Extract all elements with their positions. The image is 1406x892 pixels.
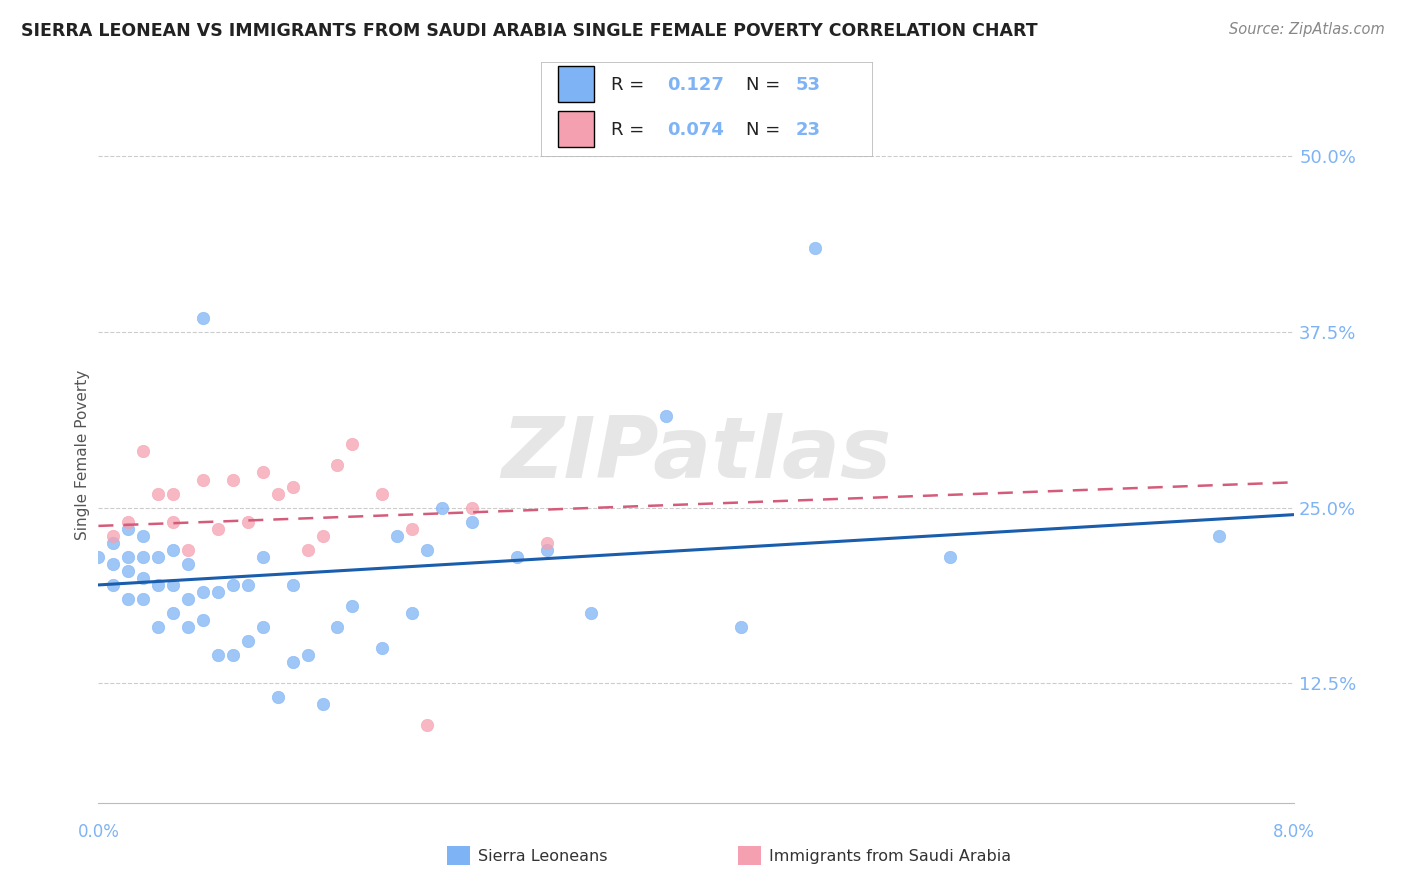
Text: N =: N =: [747, 121, 780, 139]
Point: [177, 592, 200, 607]
Point: [132, 571, 155, 585]
Text: R =: R =: [610, 121, 644, 139]
Point: [430, 500, 453, 515]
Point: [207, 585, 229, 599]
Point: [222, 473, 245, 487]
Point: [103, 535, 125, 549]
Text: 8.0%: 8.0%: [1272, 822, 1315, 840]
Point: [281, 479, 304, 493]
Point: [148, 620, 170, 634]
Point: [401, 606, 423, 620]
Point: [267, 486, 290, 500]
Point: [326, 458, 349, 473]
Point: [416, 542, 439, 557]
Point: [342, 599, 364, 613]
Point: [461, 515, 484, 529]
Point: [222, 578, 245, 592]
Point: [236, 578, 259, 592]
Text: ZIPatlas: ZIPatlas: [501, 413, 891, 497]
Text: Source: ZipAtlas.com: Source: ZipAtlas.com: [1229, 22, 1385, 37]
Point: [162, 542, 184, 557]
Point: [148, 549, 170, 564]
Point: [581, 606, 603, 620]
Point: [311, 698, 333, 712]
Point: [222, 648, 245, 663]
Point: [103, 578, 125, 592]
Point: [267, 690, 290, 705]
Text: Immigrants from Saudi Arabia: Immigrants from Saudi Arabia: [769, 849, 1011, 863]
Point: [207, 648, 229, 663]
Point: [117, 549, 139, 564]
Text: 53: 53: [796, 76, 821, 94]
Point: [281, 655, 304, 669]
Point: [385, 529, 409, 543]
Text: R =: R =: [610, 76, 644, 94]
Point: [371, 486, 394, 500]
Point: [177, 620, 200, 634]
Y-axis label: Single Female Poverty: Single Female Poverty: [75, 370, 90, 540]
Point: [1208, 529, 1230, 543]
Point: [191, 473, 214, 487]
Point: [939, 549, 962, 564]
Point: [326, 620, 349, 634]
Point: [162, 486, 184, 500]
Point: [536, 535, 558, 549]
Point: [655, 409, 678, 424]
Point: [401, 522, 423, 536]
Point: [236, 634, 259, 648]
Point: [730, 620, 752, 634]
Point: [536, 542, 558, 557]
Point: [191, 613, 214, 627]
Point: [117, 592, 139, 607]
Point: [117, 515, 139, 529]
Point: [297, 648, 319, 663]
Point: [191, 310, 214, 325]
Point: [342, 437, 364, 451]
Point: [117, 522, 139, 536]
Point: [132, 444, 155, 458]
Point: [252, 466, 274, 480]
Point: [207, 522, 229, 536]
Point: [162, 515, 184, 529]
Point: [177, 542, 200, 557]
Point: [162, 578, 184, 592]
Text: 0.127: 0.127: [666, 76, 724, 94]
Text: 0.0%: 0.0%: [77, 822, 120, 840]
Text: 0.074: 0.074: [666, 121, 724, 139]
Point: [191, 585, 214, 599]
Point: [297, 542, 319, 557]
Point: [132, 529, 155, 543]
Point: [117, 564, 139, 578]
Point: [371, 641, 394, 656]
Point: [252, 620, 274, 634]
Text: Sierra Leoneans: Sierra Leoneans: [478, 849, 607, 863]
Point: [162, 606, 184, 620]
Point: [506, 549, 529, 564]
Point: [252, 549, 274, 564]
Text: SIERRA LEONEAN VS IMMIGRANTS FROM SAUDI ARABIA SINGLE FEMALE POVERTY CORRELATION: SIERRA LEONEAN VS IMMIGRANTS FROM SAUDI …: [21, 22, 1038, 40]
FancyBboxPatch shape: [558, 66, 595, 102]
Point: [148, 578, 170, 592]
Point: [236, 515, 259, 529]
Point: [132, 549, 155, 564]
FancyBboxPatch shape: [558, 112, 595, 147]
Point: [148, 486, 170, 500]
Point: [87, 549, 110, 564]
Text: 23: 23: [796, 121, 821, 139]
Point: [281, 578, 304, 592]
Point: [804, 241, 827, 255]
Point: [311, 529, 333, 543]
Point: [461, 500, 484, 515]
Text: N =: N =: [747, 76, 780, 94]
Point: [416, 718, 439, 732]
Point: [132, 592, 155, 607]
Point: [103, 529, 125, 543]
Point: [177, 557, 200, 571]
Point: [103, 557, 125, 571]
